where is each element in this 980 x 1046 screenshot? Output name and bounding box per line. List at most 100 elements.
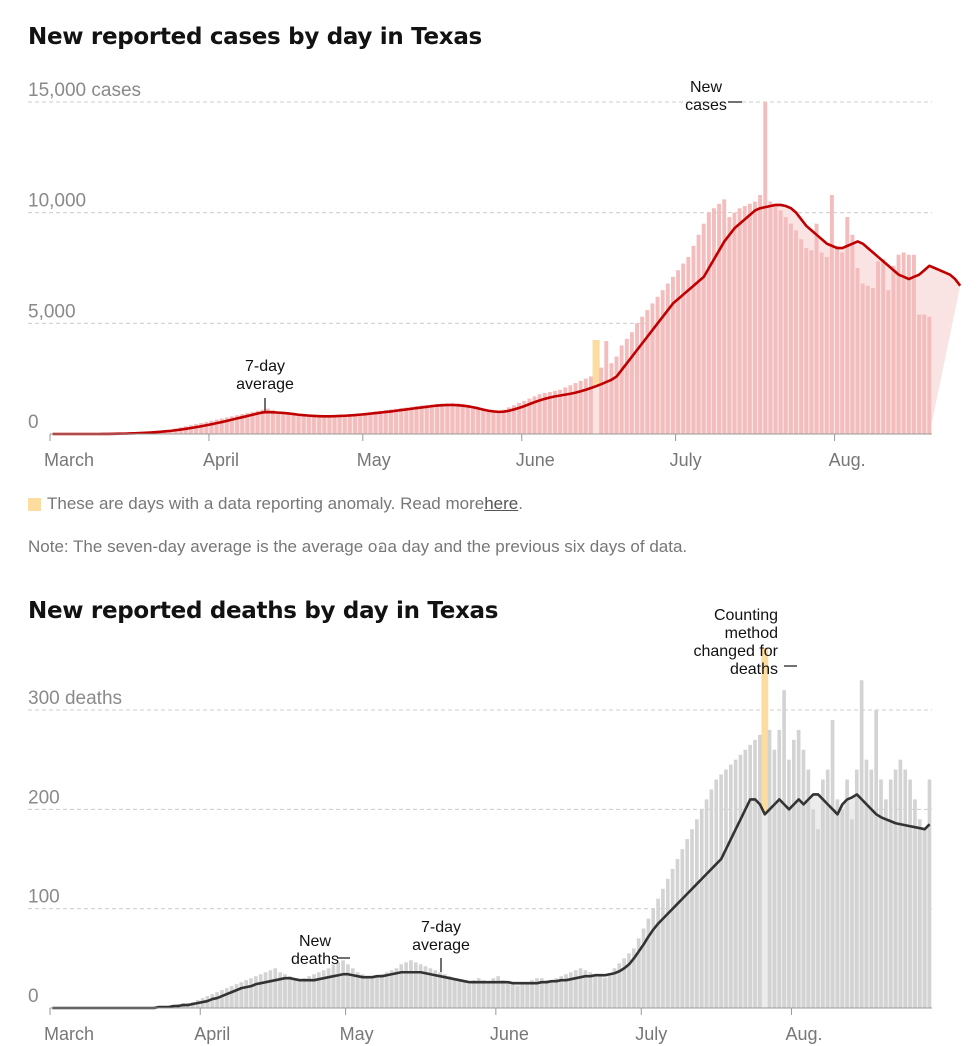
daily-bar xyxy=(850,234,855,434)
daily-bar xyxy=(891,265,896,434)
daily-bar xyxy=(728,764,733,1008)
daily-bar xyxy=(578,968,583,1008)
daily-bar xyxy=(855,268,860,434)
daily-bar xyxy=(758,734,762,1008)
y-tick-label: 10,000 xyxy=(28,191,86,212)
daily-bar xyxy=(373,411,378,434)
daily-bar xyxy=(501,980,505,1008)
daily-bar xyxy=(321,970,326,1008)
daily-bar xyxy=(331,964,336,1008)
daily-bar xyxy=(350,968,355,1008)
daily-bar xyxy=(224,417,229,434)
daily-bar xyxy=(864,759,869,1008)
daily-bar xyxy=(306,416,311,434)
daily-bar xyxy=(327,416,332,434)
daily-bar xyxy=(564,974,568,1008)
y-tick-label: 200 xyxy=(28,787,60,808)
daily-bar xyxy=(722,199,727,434)
daily-bar xyxy=(879,779,883,1008)
daily-bar xyxy=(271,410,275,434)
daily-bar xyxy=(896,254,901,434)
daily-bar xyxy=(680,849,685,1008)
daily-bar xyxy=(537,394,542,434)
daily-bar xyxy=(799,239,804,434)
seven-day-average-line xyxy=(52,203,962,436)
daily-bar xyxy=(670,276,675,434)
daily-bar xyxy=(632,948,636,1008)
daily-bar xyxy=(476,407,481,434)
daily-bar xyxy=(210,994,215,1008)
daily-bar xyxy=(389,970,394,1008)
daily-bar xyxy=(268,970,273,1008)
daily-bar xyxy=(901,252,906,434)
daily-bar xyxy=(906,254,911,434)
daily-bar xyxy=(794,230,798,434)
daily-bar xyxy=(598,976,602,1008)
daily-bar xyxy=(859,680,864,1008)
daily-bar xyxy=(384,972,389,1008)
daily-bar xyxy=(719,774,723,1008)
daily-bar xyxy=(583,378,588,434)
daily-bar xyxy=(860,283,865,434)
daily-bar xyxy=(622,958,626,1008)
daily-bar xyxy=(229,416,234,434)
daily-bar xyxy=(265,408,270,434)
daily-bar xyxy=(778,210,783,434)
annotation-text: deaths xyxy=(291,951,339,968)
daily-bar xyxy=(835,245,839,434)
daily-bar xyxy=(291,415,296,434)
daily-bar xyxy=(445,403,450,434)
daily-bar xyxy=(696,234,701,434)
daily-bar xyxy=(927,779,932,1008)
daily-bar xyxy=(665,878,670,1008)
daily-bar xyxy=(640,316,645,434)
annotation-text: deaths xyxy=(730,661,778,678)
daily-bar xyxy=(768,201,773,434)
daily-bar xyxy=(619,345,624,434)
annotation-text: cases xyxy=(685,97,727,114)
daily-bar xyxy=(656,898,660,1008)
daily-bar xyxy=(457,980,462,1008)
daily-bar xyxy=(517,403,522,434)
daily-bar xyxy=(604,341,609,434)
daily-bar xyxy=(549,982,554,1008)
daily-bar xyxy=(394,968,399,1008)
deaths-chart-title: New reported deaths by day in Texas xyxy=(28,598,499,624)
daily-bar xyxy=(506,407,511,434)
x-tick-label: Aug. xyxy=(829,450,866,470)
daily-bar xyxy=(470,406,475,434)
daily-bar xyxy=(568,385,573,434)
daily-bar xyxy=(840,252,845,434)
daily-bar xyxy=(365,976,370,1008)
daily-bar xyxy=(646,918,651,1008)
daily-bar xyxy=(486,411,491,434)
read-more-link[interactable]: here xyxy=(484,494,519,513)
daily-bar xyxy=(317,972,321,1008)
daily-bar xyxy=(394,408,398,434)
daily-bar xyxy=(481,980,486,1008)
daily-bar xyxy=(607,973,612,1008)
daily-bar xyxy=(215,992,219,1008)
x-tick-label: July xyxy=(670,450,702,470)
daily-bar xyxy=(188,425,193,434)
daily-bar xyxy=(465,405,470,434)
daily-bar xyxy=(588,376,593,434)
annotation-text: New xyxy=(690,79,722,96)
daily-bar xyxy=(747,203,752,434)
daily-bar xyxy=(370,978,374,1008)
daily-bar xyxy=(737,208,742,434)
daily-bar xyxy=(360,974,365,1008)
daily-bar xyxy=(612,968,617,1008)
annotation-text: method xyxy=(725,625,778,642)
daily-bar xyxy=(569,972,573,1008)
daily-bar xyxy=(287,976,292,1008)
daily-bar xyxy=(332,415,337,434)
daily-bar xyxy=(512,405,516,434)
daily-bar xyxy=(281,412,286,434)
daily-bar xyxy=(301,416,306,434)
daily-bar xyxy=(783,217,788,434)
daily-bar xyxy=(383,410,388,434)
daily-bar xyxy=(922,829,927,1008)
daily-bar xyxy=(898,759,903,1008)
